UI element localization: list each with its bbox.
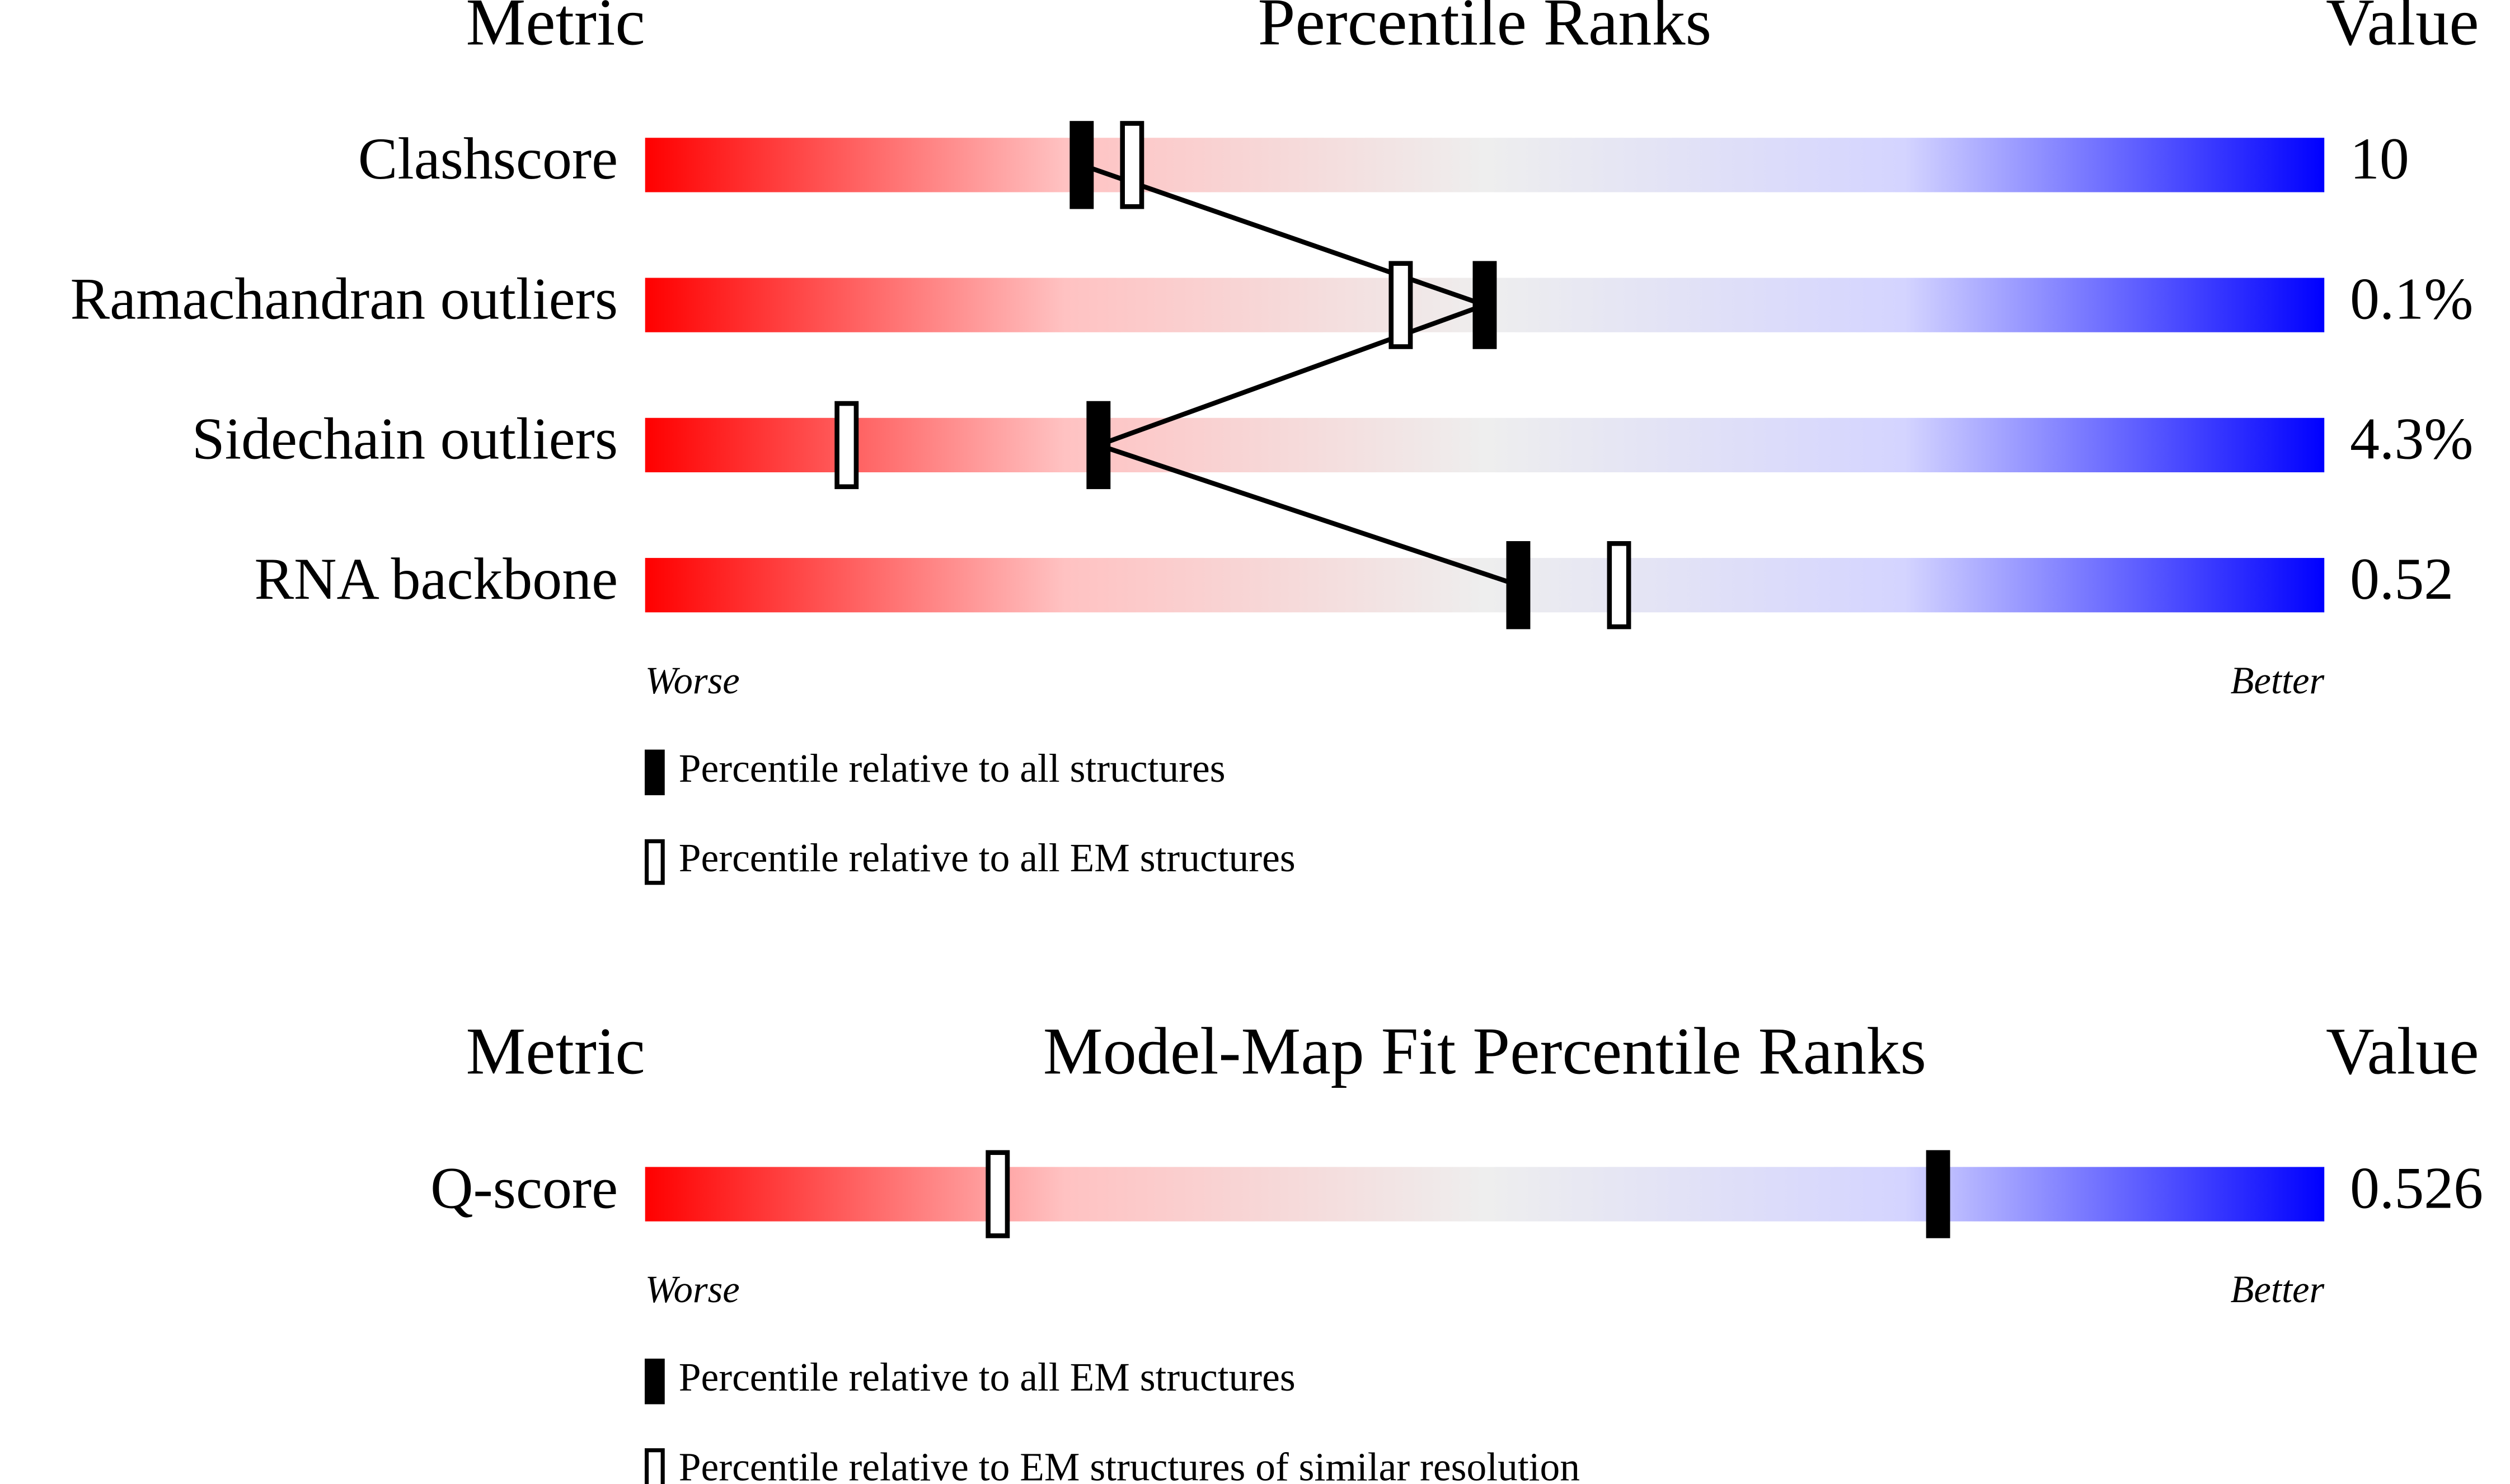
legend-entry: Percentile relative to EM structures of … — [679, 1445, 1580, 1484]
percentile-bar — [645, 138, 2325, 192]
chart-title: Percentile Ranks — [1258, 0, 1712, 59]
metric-label: Q-score — [430, 1155, 618, 1220]
metric-label: Ramachandran outliers — [71, 266, 618, 331]
axis-label-worse: Worse — [645, 659, 740, 702]
value-header: Value — [2326, 0, 2479, 59]
metric-header: Metric — [466, 0, 645, 59]
percentile-marker — [1926, 1150, 1950, 1238]
metric-value: 0.52 — [2350, 546, 2453, 612]
legend-swatch — [644, 1448, 665, 1484]
percentile-marker — [1388, 261, 1413, 349]
metric-value: 0.1% — [2350, 266, 2473, 331]
legend-swatch — [644, 749, 665, 796]
axis-label-better: Better — [2231, 1268, 2325, 1311]
legend-entry: Percentile relative to all EM structures — [679, 836, 1296, 880]
axis-label-better: Better — [2231, 659, 2325, 702]
metric-value: 0.526 — [2350, 1155, 2483, 1220]
percentile-marker — [1506, 541, 1531, 630]
metric-label: RNA backbone — [255, 546, 618, 612]
percentile-marker — [1607, 541, 1631, 630]
chart-title: Model-Map Fit Percentile Ranks — [1043, 1013, 1926, 1088]
percentile-marker — [1069, 121, 1094, 209]
percentile-marker — [1086, 401, 1111, 490]
legend-entry: Percentile relative to all structures — [679, 746, 1226, 791]
percentile-bar — [645, 1167, 2325, 1222]
legend-entry: Percentile relative to all EM structures — [679, 1355, 1296, 1400]
legend-swatch — [644, 1358, 665, 1405]
connector-line — [1081, 162, 1519, 588]
percentile-marker — [834, 401, 859, 490]
legend-swatch — [644, 839, 665, 885]
percentile-bar — [645, 417, 2325, 473]
percentile-marker — [1120, 121, 1144, 209]
metric-label: Sidechain outliers — [192, 406, 618, 472]
metric-label: Clashscore — [358, 126, 618, 191]
metric-value: 4.3% — [2350, 406, 2473, 472]
value-header: Value — [2326, 1013, 2479, 1088]
percentile-marker — [986, 1150, 1010, 1238]
metric-header: Metric — [466, 1013, 645, 1088]
metric-value: 10 — [2350, 126, 2409, 191]
percentile-marker — [1472, 261, 1497, 349]
axis-label-worse: Worse — [645, 1268, 740, 1311]
percentile-bar — [645, 558, 2325, 613]
